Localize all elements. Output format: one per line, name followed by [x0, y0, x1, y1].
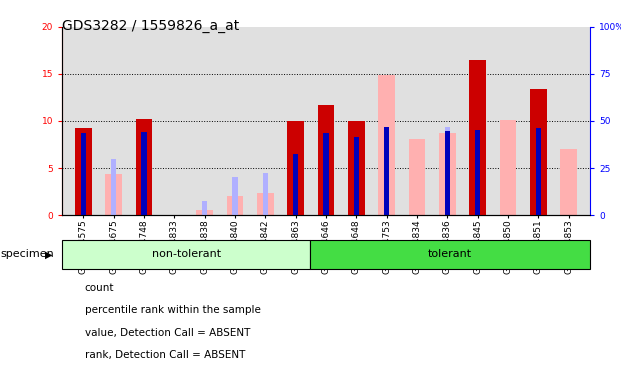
Bar: [318, 105, 334, 215]
Text: GDS3282 / 1559826_a_at: GDS3282 / 1559826_a_at: [62, 19, 239, 33]
Bar: [324, 133, 329, 215]
Bar: [81, 133, 86, 215]
Text: value, Detection Call = ABSENT: value, Detection Call = ABSENT: [84, 328, 250, 338]
Bar: [202, 201, 207, 215]
Text: percentile rank within the sample: percentile rank within the sample: [84, 305, 260, 315]
Text: rank, Detection Call = ABSENT: rank, Detection Call = ABSENT: [84, 350, 245, 360]
Bar: [500, 120, 517, 215]
Bar: [106, 174, 122, 215]
Bar: [310, 240, 590, 269]
Bar: [536, 159, 541, 215]
Bar: [232, 177, 238, 215]
Bar: [293, 154, 299, 215]
Bar: [560, 149, 577, 215]
Bar: [135, 119, 152, 215]
Bar: [353, 137, 359, 215]
Bar: [288, 121, 304, 215]
Bar: [141, 132, 147, 215]
Bar: [445, 127, 450, 215]
Bar: [196, 210, 213, 215]
Bar: [348, 121, 365, 215]
Text: non-tolerant: non-tolerant: [152, 249, 221, 260]
Bar: [475, 131, 481, 215]
Text: specimen: specimen: [1, 249, 55, 260]
Bar: [469, 60, 486, 215]
Text: ▶: ▶: [45, 249, 52, 260]
Bar: [530, 89, 546, 215]
Bar: [263, 173, 268, 215]
Text: tolerant: tolerant: [428, 249, 473, 260]
Bar: [378, 75, 395, 215]
Bar: [227, 196, 243, 215]
Text: count: count: [84, 283, 114, 293]
Bar: [257, 194, 274, 215]
Bar: [111, 159, 116, 215]
Bar: [384, 127, 389, 215]
Bar: [445, 131, 450, 215]
Bar: [439, 133, 456, 215]
Bar: [384, 127, 389, 215]
Bar: [536, 127, 541, 215]
Bar: [75, 129, 92, 215]
Bar: [62, 240, 310, 269]
Bar: [409, 139, 425, 215]
Bar: [135, 137, 152, 215]
